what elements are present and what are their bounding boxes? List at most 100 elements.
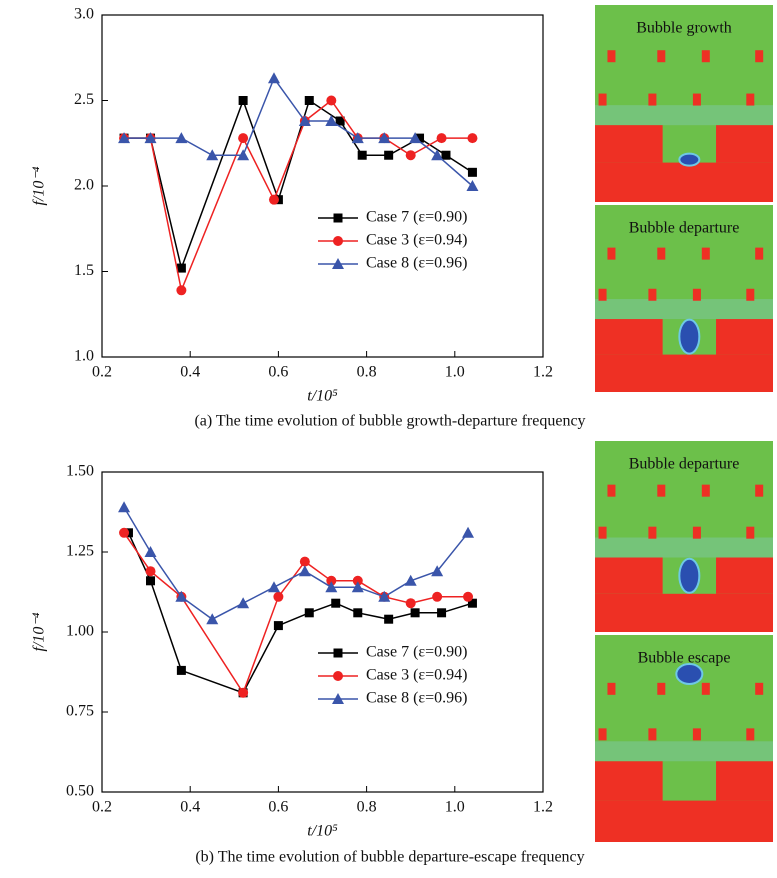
marker bbox=[144, 132, 157, 144]
particle bbox=[607, 484, 616, 497]
marker bbox=[238, 133, 249, 144]
haze bbox=[595, 741, 773, 762]
marker bbox=[238, 96, 248, 105]
y-tick-label: 2.0 bbox=[74, 177, 94, 194]
legend-label: Case 3 (ε=0.94) bbox=[366, 232, 468, 249]
panel-label: Bubble departure bbox=[629, 220, 740, 237]
marker bbox=[405, 598, 416, 609]
y-tick-label: 1.25 bbox=[66, 543, 94, 560]
panel-label: Bubble escape bbox=[638, 650, 731, 667]
marker bbox=[436, 133, 447, 144]
marker bbox=[267, 72, 280, 84]
panel-label: Bubble departure bbox=[629, 456, 740, 473]
y-tick-label: 0.75 bbox=[66, 703, 94, 720]
haze bbox=[595, 537, 773, 558]
x-tick-label: 0.4 bbox=[180, 799, 200, 816]
y-axis-label: f/10⁻⁴ bbox=[31, 612, 48, 651]
marker bbox=[144, 546, 157, 557]
marker bbox=[325, 115, 338, 127]
particle bbox=[692, 93, 701, 106]
particle bbox=[755, 50, 764, 63]
particle bbox=[755, 484, 764, 497]
pillar bbox=[716, 125, 773, 163]
base bbox=[595, 593, 773, 632]
particle bbox=[692, 526, 701, 539]
marker bbox=[467, 133, 478, 144]
particle bbox=[648, 728, 657, 741]
marker bbox=[238, 687, 249, 698]
marker bbox=[335, 116, 345, 126]
pillar bbox=[595, 319, 663, 355]
marker bbox=[351, 581, 364, 593]
marker bbox=[119, 527, 130, 538]
marker bbox=[326, 575, 337, 586]
marker bbox=[437, 608, 447, 618]
chart: 0.2 0.4 0.6 0.8 1.0 1.2 0.50 0.75 1.00 1.25 1.50 t/… bbox=[31, 463, 585, 866]
chart: 0.2 0.4 0.6 0.8 1.0 1.2 1.0 1.5 2.0 2.5 3.0 t/10⁵ f/… bbox=[31, 6, 586, 430]
legend-label: Case 8 (ε=0.96) bbox=[366, 690, 468, 707]
x-tick-label: 0.4 bbox=[180, 364, 200, 381]
x-axis-label: t/10⁵ bbox=[307, 388, 338, 405]
particle bbox=[598, 526, 607, 539]
particle bbox=[648, 288, 657, 301]
marker bbox=[118, 132, 131, 144]
marker bbox=[326, 95, 337, 106]
marker bbox=[267, 581, 280, 593]
bubble bbox=[678, 152, 701, 167]
x-tick-label: 1.0 bbox=[445, 799, 465, 816]
marker bbox=[462, 526, 475, 538]
particle bbox=[657, 484, 666, 497]
particle bbox=[755, 682, 764, 695]
legend-marker bbox=[333, 671, 343, 681]
marker bbox=[118, 501, 131, 513]
marker bbox=[467, 598, 477, 608]
base bbox=[595, 162, 773, 202]
marker bbox=[357, 150, 367, 160]
marker bbox=[146, 576, 156, 586]
pillar bbox=[716, 319, 773, 355]
marker bbox=[237, 597, 250, 609]
caption: (a) The time evolution of bubble growth-… bbox=[194, 413, 585, 430]
marker bbox=[378, 132, 391, 144]
x-axis-label: t/10⁵ bbox=[307, 823, 338, 840]
x-tick-label: 1.2 bbox=[533, 799, 553, 816]
x-tick-label: 0.8 bbox=[357, 364, 377, 381]
particle bbox=[701, 247, 710, 260]
marker bbox=[415, 133, 425, 143]
marker bbox=[325, 581, 338, 593]
legend-marker bbox=[332, 693, 344, 704]
particle bbox=[746, 728, 755, 741]
marker bbox=[331, 598, 341, 608]
legend-marker bbox=[333, 213, 343, 223]
particle bbox=[607, 682, 616, 695]
marker bbox=[405, 150, 416, 161]
caption: (b) The time evolution of bubble departu… bbox=[195, 849, 584, 866]
particle bbox=[692, 288, 701, 301]
marker bbox=[237, 149, 250, 161]
panel-label: Bubble growth bbox=[636, 20, 732, 37]
particle bbox=[701, 50, 710, 63]
bubble bbox=[678, 557, 701, 594]
particle bbox=[657, 247, 666, 260]
series-line bbox=[124, 76, 473, 187]
y-tick-label: 1.00 bbox=[66, 623, 94, 640]
particle bbox=[648, 93, 657, 106]
y-axis-label: f/10⁻⁴ bbox=[31, 166, 48, 205]
marker bbox=[351, 132, 364, 144]
particle bbox=[598, 728, 607, 741]
marker bbox=[273, 621, 283, 631]
particle bbox=[607, 247, 616, 260]
marker bbox=[410, 608, 420, 618]
particle bbox=[746, 526, 755, 539]
pillar bbox=[595, 557, 663, 594]
simulation-panel: Bubble departure bbox=[595, 205, 773, 392]
marker bbox=[432, 591, 443, 602]
legend-label: Case 8 (ε=0.96) bbox=[366, 255, 468, 272]
marker bbox=[352, 575, 363, 586]
plot-frame bbox=[101, 14, 544, 358]
base bbox=[595, 354, 773, 392]
particle bbox=[607, 50, 616, 63]
marker bbox=[206, 613, 219, 625]
particle bbox=[598, 93, 607, 106]
